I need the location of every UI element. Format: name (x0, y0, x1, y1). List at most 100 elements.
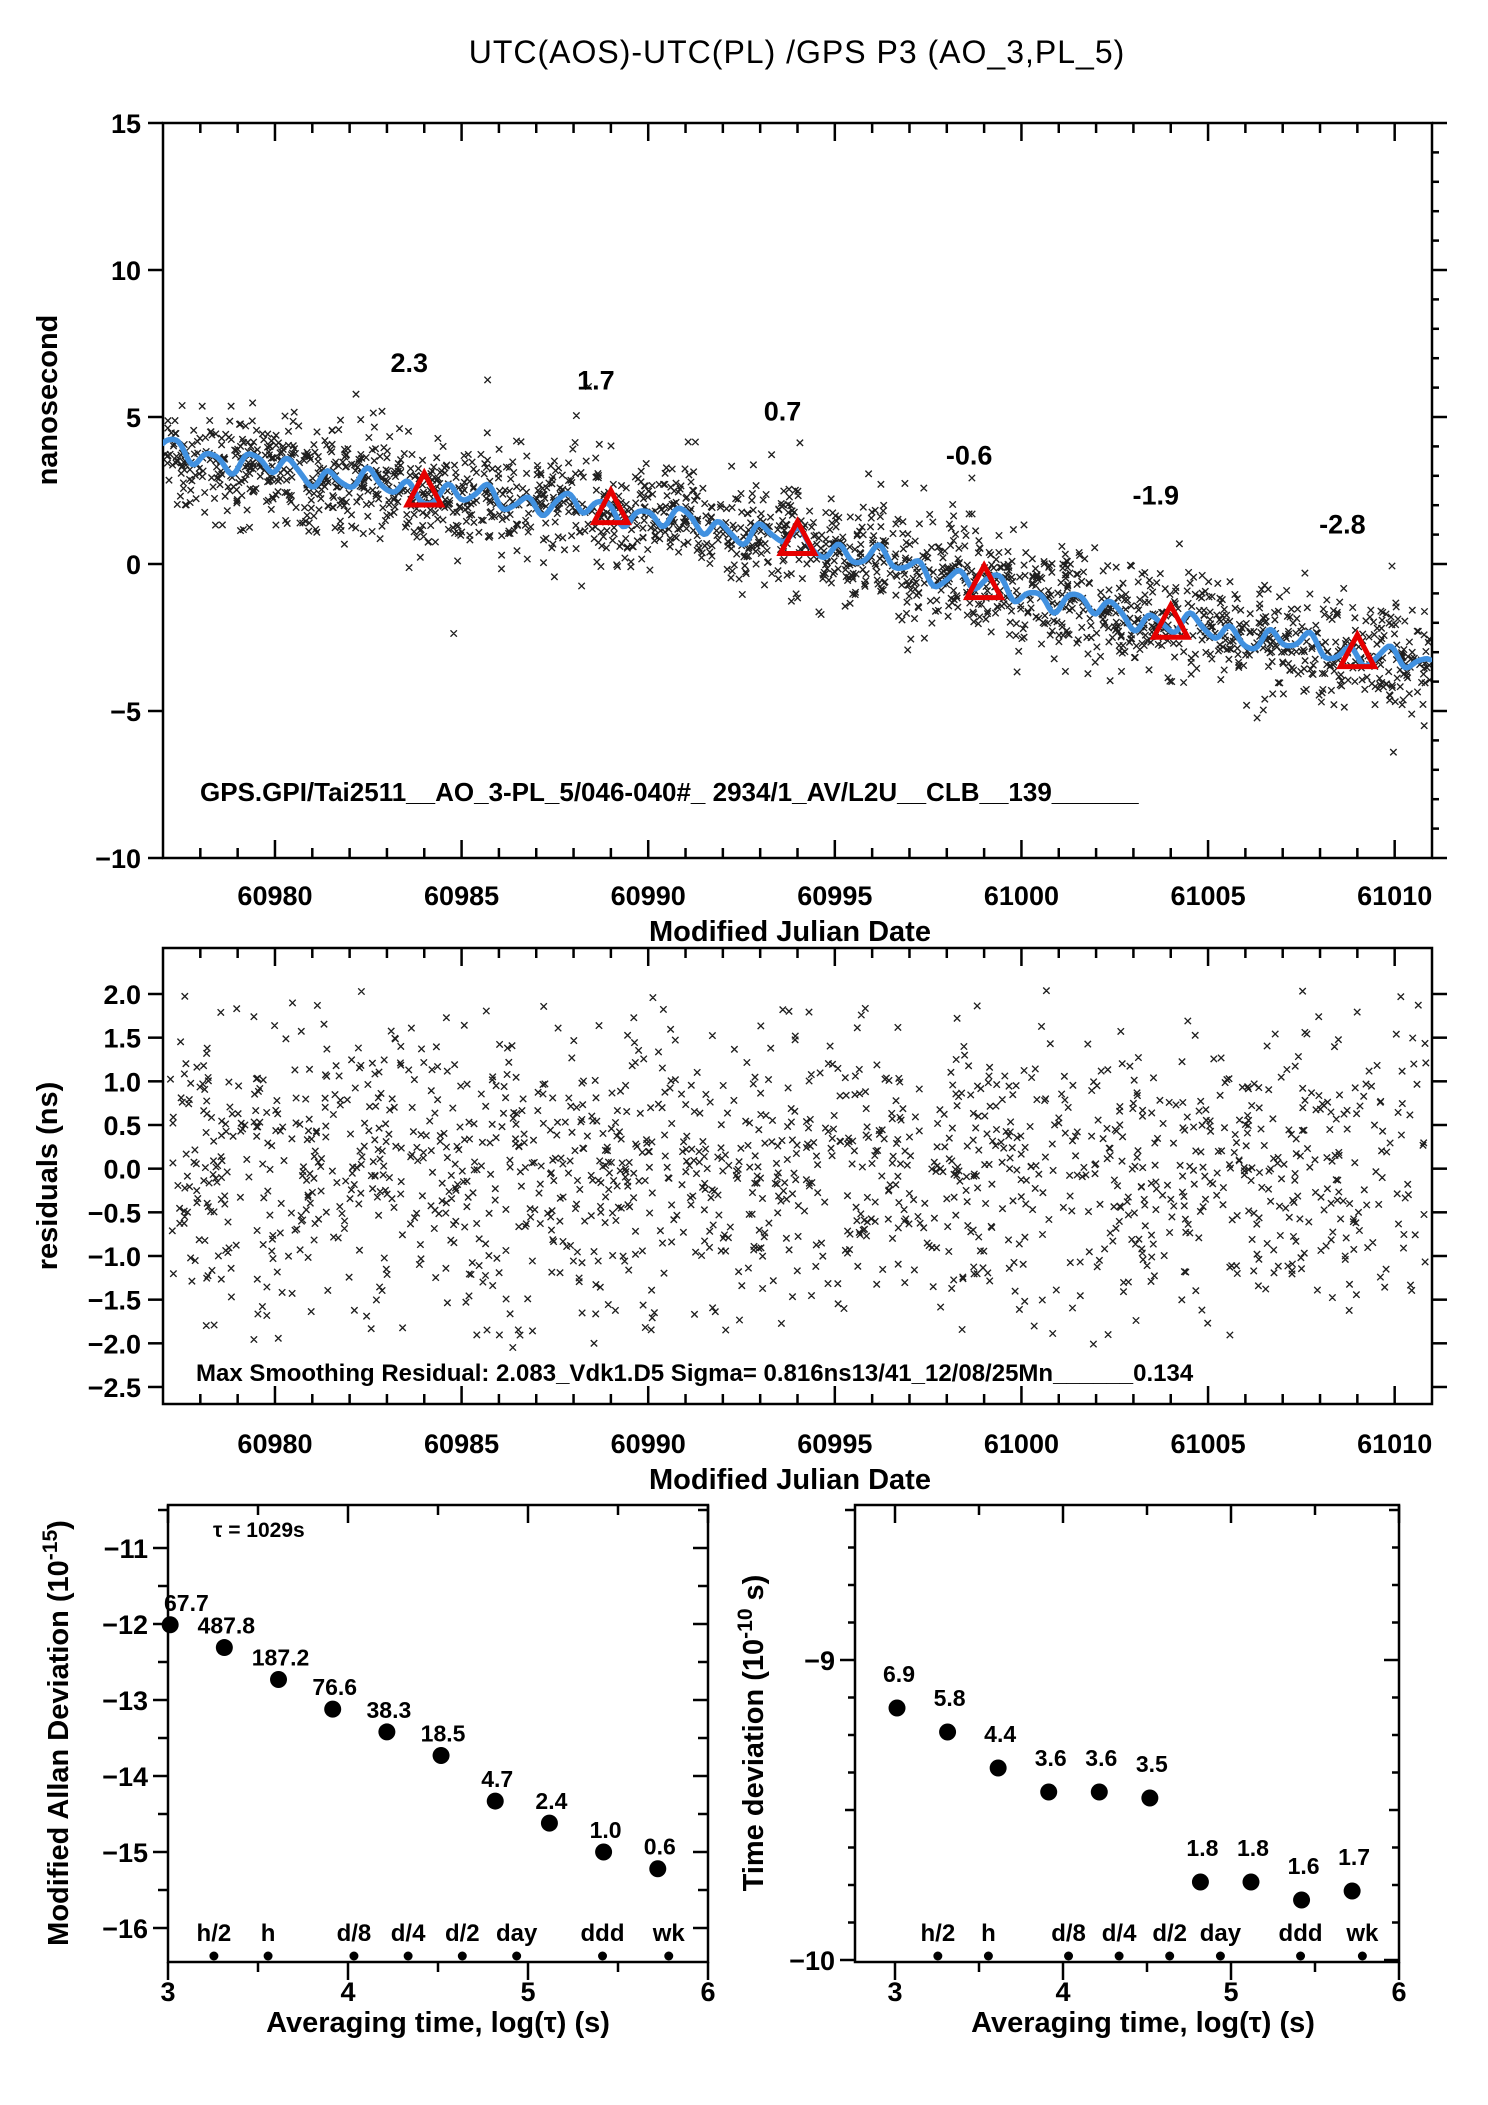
y-tick-label: 10 (111, 256, 141, 286)
y-tick-label: −2.5 (88, 1373, 141, 1403)
x-tick-label: 5 (1223, 1977, 1238, 2007)
x-tick-label: 60985 (424, 1429, 499, 1459)
y-tick-label: 1.5 (103, 1024, 141, 1054)
top-panel-ylabel: nanosecond (32, 315, 64, 486)
residuals-panel-scatter (166, 987, 1430, 1352)
y-tick-label: −1.5 (88, 1286, 141, 1316)
y-tick-label: −10 (789, 1946, 835, 1976)
x-tick-label: 3 (887, 1977, 902, 2007)
x-tick-label: 60985 (424, 881, 499, 911)
calibration-triangle (589, 485, 633, 526)
x-tick-label: 60990 (611, 1429, 686, 1459)
tdev-panel-ticks (840, 1505, 1401, 1980)
tau-marker-label: d/4 (1102, 1920, 1137, 1947)
top-panel-annotation: GPS.GPI/Tai2511__AO_3-PL_5/046-040#_ 293… (200, 777, 1139, 807)
dev-point (378, 1723, 396, 1741)
x-tick-label: 60980 (237, 881, 312, 911)
tau-axis-marker (512, 1951, 522, 1961)
tau-axis-marker (403, 1951, 413, 1961)
tdev-panel-points: 6.9 5.8 4.4 3.6 3.6 3.5 1.8 1.8 1.6 1.7 (883, 1661, 1370, 1909)
x-tick-label: 61010 (1357, 1429, 1432, 1459)
dev-point-label: 76.6 (312, 1674, 357, 1700)
triangle-value-label: 0.7 (764, 396, 802, 426)
x-tick-label: 60995 (797, 881, 872, 911)
y-tick-label: 2.0 (103, 980, 141, 1010)
top-panel-xlabel: Modified Julian Date (649, 916, 931, 948)
dev-point (1040, 1783, 1058, 1801)
dev-point-label: 4.4 (984, 1721, 1016, 1747)
tau-marker-label: h/2 (920, 1920, 955, 1947)
tau-marker-label: d/2 (445, 1920, 480, 1947)
dev-point (1343, 1882, 1361, 1900)
tau-marker-label: d/8 (337, 1920, 372, 1947)
top-panel-triangles: 2.3 1.7 0.7 -0.6 -1.9 -2.8 (390, 348, 1379, 670)
dev-point (486, 1792, 504, 1810)
dev-point-label: 1.7 (1338, 1844, 1370, 1870)
y-tick-label: −2.0 (88, 1329, 141, 1359)
dev-point-label: 3.6 (1085, 1745, 1117, 1771)
dev-point-label: 2.4 (535, 1788, 567, 1814)
y-tick-label: −1.0 (88, 1242, 141, 1272)
y-tick-label: −9 (804, 1646, 835, 1676)
y-tick-label: 0.5 (103, 1111, 141, 1141)
y-tick-label: 0.0 (103, 1155, 141, 1185)
tau-marker-label: h (981, 1920, 996, 1947)
dev-point (161, 1616, 179, 1634)
dev-point-label: 1.8 (1186, 1835, 1218, 1861)
calibration-triangle (403, 467, 446, 508)
calibration-triangle (1336, 629, 1379, 670)
x-tick-label: 4 (340, 1977, 355, 2007)
tau-marker-label: ddd (581, 1920, 625, 1947)
residuals-x-marks (166, 987, 1430, 1352)
x-tick-label: 3 (160, 1977, 175, 2007)
top-panel-tick-labels: 60980 60985 60990 60995 61000 61005 61010 15 10 5… (95, 109, 1432, 911)
tau-axis-marker (1215, 1951, 1225, 1961)
y-tick-label: 1.0 (103, 1067, 141, 1097)
x-tick-label: 61005 (1171, 881, 1246, 911)
dev-point (215, 1639, 233, 1657)
dev-point-label: 1.8 (1237, 1835, 1269, 1861)
mdev-panel-ticks (153, 1505, 710, 1980)
tau-axis-marker (457, 1951, 467, 1961)
mdev-panel-axis-markers: h/2 h d/8 d/4 d/2 day ddd wk (197, 1920, 686, 1961)
tau-axis-marker (1165, 1951, 1175, 1961)
tdev-panel-tick-labels: 3 4 5 6 −9 −10 (789, 1646, 1406, 2007)
triangle-value-label: -0.6 (946, 441, 993, 471)
calibration-triangle (1149, 599, 1192, 640)
tau-marker-label: wk (652, 1920, 686, 1947)
triangle-value-label: 1.7 (577, 366, 615, 396)
mdev-ylabel: Modified Allan Deviation (10-15) (39, 1520, 75, 1946)
y-tick-label: −14 (102, 1762, 148, 1792)
x-tick-label: 60990 (611, 881, 686, 911)
dev-point (1242, 1873, 1260, 1891)
dev-point (989, 1759, 1007, 1777)
dev-point-label: 5.8 (934, 1685, 966, 1711)
tdev-xlabel: Averaging time, log(τ) (s) (971, 2007, 1315, 2039)
dev-point-label: 3.6 (1035, 1745, 1067, 1771)
y-tick-label: −5 (110, 697, 141, 727)
x-tick-label: 60980 (237, 1429, 312, 1459)
residuals-annotation: Max Smoothing Residual: 2.083_Vdk1.D5 Si… (196, 1360, 1194, 1387)
residuals-panel: 2.0 1.5 1.0 0.5 0.0 −0.5 −1.0 −1.5 −2.0 −2.5 60980… (32, 946, 1447, 1496)
dev-point (324, 1700, 342, 1718)
y-tick-label: −16 (102, 1914, 148, 1944)
y-tick-label: 15 (111, 109, 141, 139)
top-panel: 60980 60985 60990 60995 61000 61005 61010 15 10 5… (32, 109, 1447, 948)
dev-point (1141, 1789, 1159, 1807)
triangle-value-label: 2.3 (390, 348, 428, 378)
tau-axis-marker (1114, 1951, 1124, 1961)
tdev-panel: 3 4 5 6 −9 −10 6.9 5.8 4.4 3.6 3.6 3.5 1.8 1.8 1.6 1.7… (734, 1503, 1407, 2039)
dev-point (1191, 1873, 1209, 1891)
dev-point-label: 18.5 (421, 1720, 466, 1746)
x-tick-label: 4 (1055, 1977, 1070, 2007)
tdev-panel-frame (853, 1503, 1401, 1964)
tau-axis-marker (933, 1951, 943, 1961)
dev-point-label: 187.2 (252, 1644, 310, 1670)
y-tick-label: 0 (126, 550, 141, 580)
x-tick-label: 5 (520, 1977, 535, 2007)
calibration-triangle (776, 516, 819, 556)
tau-axis-marker (664, 1951, 674, 1961)
tau-axis-marker (1296, 1951, 1306, 1961)
dev-point-label: 0.6 (644, 1834, 676, 1860)
